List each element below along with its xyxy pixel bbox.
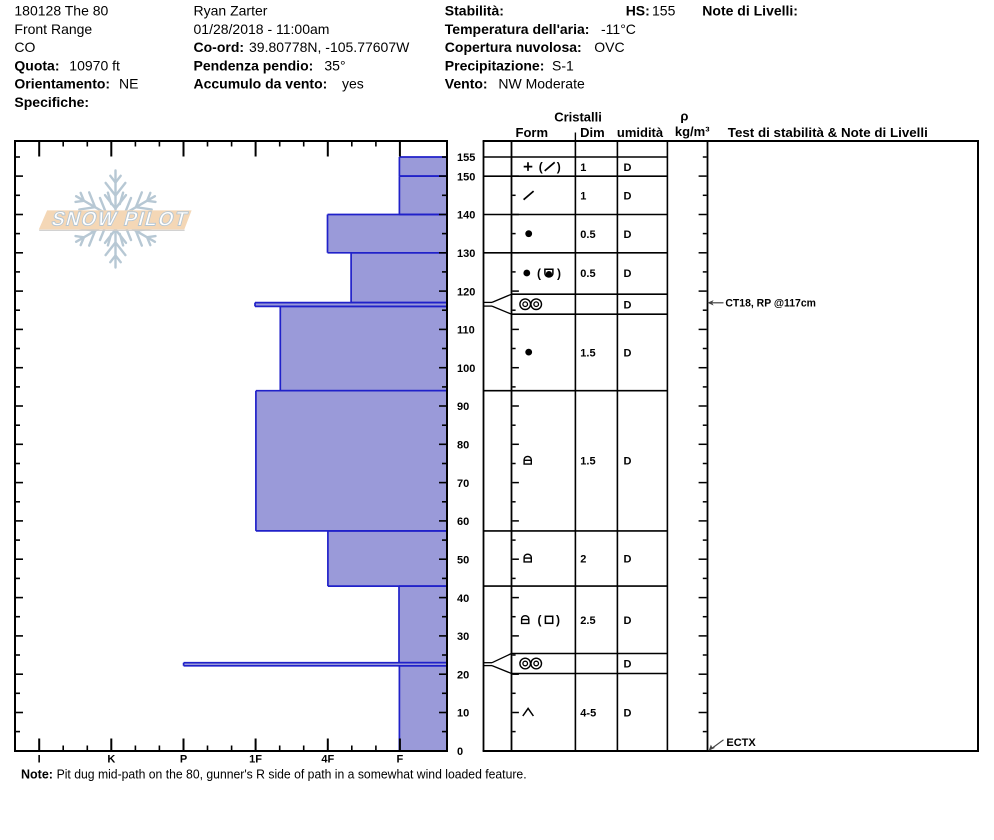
svg-text:Note:: Note: — [21, 767, 53, 781]
svg-text:50: 50 — [457, 555, 469, 567]
svg-text:): ) — [557, 266, 561, 280]
svg-text:Cristalli: Cristalli — [554, 109, 602, 124]
svg-text:155: 155 — [457, 152, 475, 164]
svg-text:D: D — [624, 554, 632, 566]
svg-text:155: 155 — [652, 3, 676, 19]
svg-text:D: D — [624, 229, 632, 241]
svg-text:D: D — [624, 456, 632, 468]
svg-text:(: ( — [539, 160, 543, 174]
svg-text:Test di stabilità & Note di Li: Test di stabilità & Note di Livelli — [728, 125, 928, 140]
svg-text:Pit dug mid-path on the 80, gu: Pit dug mid-path on the 80, gunner's R s… — [57, 766, 527, 781]
svg-text:Ryan Zarter: Ryan Zarter — [194, 3, 268, 19]
svg-text:1.5: 1.5 — [580, 347, 595, 359]
svg-text:umidità: umidità — [617, 125, 664, 140]
svg-text:10970 ft: 10970 ft — [69, 57, 120, 73]
svg-text:D: D — [624, 162, 632, 174]
svg-text:2: 2 — [580, 554, 586, 566]
svg-text:D: D — [624, 299, 632, 311]
svg-text:(: ( — [537, 266, 541, 280]
svg-text:D: D — [624, 191, 632, 203]
svg-text:150: 150 — [457, 171, 475, 183]
svg-text:ECTX: ECTX — [726, 737, 756, 749]
svg-text:Form: Form — [516, 125, 549, 140]
svg-text:S-1: S-1 — [552, 57, 574, 73]
svg-text:(: ( — [538, 613, 542, 627]
svg-text:D: D — [624, 659, 632, 671]
svg-text:K: K — [107, 754, 115, 766]
svg-text:D: D — [624, 268, 632, 280]
svg-text:4-5: 4-5 — [580, 707, 596, 719]
svg-text:OVC: OVC — [594, 39, 624, 55]
svg-text:35°: 35° — [324, 57, 345, 73]
svg-text:Quota:: Quota: — [14, 57, 59, 73]
svg-text:D: D — [624, 347, 632, 359]
svg-text:SNOW PILOT: SNOW PILOT — [49, 209, 191, 231]
svg-text:D: D — [624, 615, 632, 627]
svg-text:100: 100 — [457, 363, 475, 375]
svg-text:ρ: ρ — [680, 109, 688, 124]
svg-text:yes: yes — [342, 76, 364, 92]
svg-text:180128 The 80: 180128 The 80 — [14, 3, 108, 19]
svg-text:39.80778N, -105.77607W: 39.80778N, -105.77607W — [249, 39, 410, 55]
svg-text:F: F — [397, 754, 404, 766]
svg-text:Front Range: Front Range — [14, 21, 92, 37]
svg-text:110: 110 — [457, 325, 475, 337]
svg-text:30: 30 — [457, 631, 469, 643]
svg-text:HS:: HS: — [626, 3, 650, 19]
svg-text:): ) — [557, 160, 561, 174]
svg-text:Vento:: Vento: — [445, 76, 488, 92]
svg-text:Pendenza pendio:: Pendenza pendio: — [194, 57, 314, 73]
svg-text:10: 10 — [457, 708, 469, 720]
svg-text:Specifiche:: Specifiche: — [14, 94, 89, 110]
svg-text:NW Moderate: NW Moderate — [498, 76, 585, 92]
svg-text:2.5: 2.5 — [580, 615, 595, 627]
svg-text:Temperatura dell'aria:: Temperatura dell'aria: — [445, 21, 590, 37]
svg-text:Co-ord:: Co-ord: — [194, 39, 245, 55]
svg-text:-11°C: -11°C — [601, 21, 636, 37]
svg-text:Accumulo da vento:: Accumulo da vento: — [194, 76, 328, 92]
svg-text:D: D — [624, 707, 632, 719]
svg-text:P: P — [180, 754, 187, 766]
svg-text:Dim: Dim — [580, 125, 605, 140]
svg-text:40: 40 — [457, 593, 469, 605]
svg-text:I: I — [38, 754, 41, 766]
svg-text:60: 60 — [457, 516, 469, 528]
svg-text:1.5: 1.5 — [580, 456, 595, 468]
svg-text:90: 90 — [457, 401, 469, 413]
svg-text:kg/m³: kg/m³ — [675, 124, 710, 139]
svg-text:Stabilità:: Stabilità: — [445, 3, 504, 19]
svg-text:): ) — [556, 613, 560, 627]
svg-text:130: 130 — [457, 248, 475, 260]
svg-text:Precipitazione:: Precipitazione: — [445, 57, 545, 73]
svg-text:80: 80 — [457, 440, 469, 452]
svg-text:CT18, RP @117cm: CT18, RP @117cm — [725, 298, 816, 310]
svg-text:0.5: 0.5 — [580, 229, 595, 241]
svg-text:NE: NE — [119, 76, 138, 92]
svg-text:70: 70 — [457, 478, 469, 490]
svg-text:CO: CO — [14, 39, 35, 55]
svg-text:1: 1 — [580, 162, 586, 174]
svg-text:120: 120 — [457, 286, 475, 298]
svg-text:20: 20 — [457, 669, 469, 681]
svg-text:Copertura nuvolosa:: Copertura nuvolosa: — [445, 39, 582, 55]
svg-text:0: 0 — [457, 746, 463, 758]
svg-text:Orientamento:: Orientamento: — [14, 76, 110, 92]
svg-text:1F: 1F — [249, 754, 262, 766]
svg-text:Note di Livelli:: Note di Livelli: — [702, 3, 798, 19]
svg-text:01/28/2018 - 11:00am: 01/28/2018 - 11:00am — [194, 21, 330, 37]
svg-text:1: 1 — [580, 191, 586, 203]
svg-text:0.5: 0.5 — [580, 268, 595, 280]
svg-text:4F: 4F — [321, 754, 334, 766]
svg-text:140: 140 — [457, 210, 475, 222]
